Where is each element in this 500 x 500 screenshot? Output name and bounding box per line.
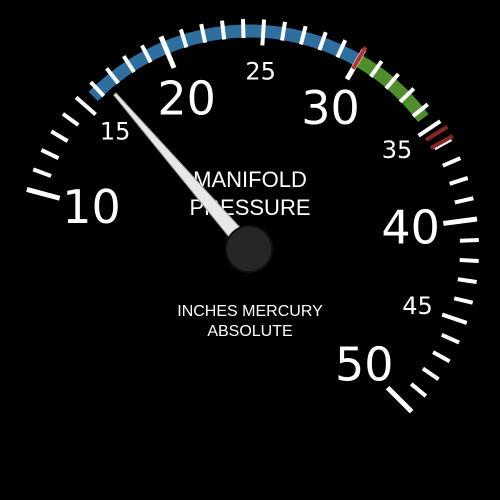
gauge-title-line1: MANIFOLD [193,167,307,192]
tick-42 [459,258,479,264]
scale-label-25: 25 [245,57,276,85]
tick-33 [398,87,416,104]
units-line2: ABSOLUTE [207,323,292,340]
tick-21 [178,28,189,49]
tick-14 [61,112,80,127]
tick-34 [411,102,429,118]
tick-24 [240,19,246,39]
tick-16 [89,80,106,98]
tick-46 [440,332,460,345]
tick-50 [385,385,414,414]
tick-25 [260,19,267,46]
scale-label-15: 15 [100,118,131,146]
tick-17 [105,67,120,85]
tick-15 [74,95,97,116]
tick-45 [441,312,468,325]
scale-label-10: 10 [62,180,121,234]
scale-label-40: 40 [381,201,440,255]
tick-48 [421,366,440,381]
tick-22 [199,23,208,44]
tick-37 [442,156,462,168]
tick-27 [299,25,308,45]
tick-43 [457,277,477,284]
tick-12 [40,148,60,160]
tick-41 [459,237,479,243]
redline-mark-2 [425,125,449,142]
units-line1: INCHES MERCURY [177,303,323,320]
tick-35 [417,119,442,138]
tick-38 [449,176,469,186]
tick-49 [409,382,428,398]
redline-mark-3 [429,134,454,150]
tick-10 [26,187,61,201]
scale-label-30: 30 [301,81,360,135]
scale-labels: 10 15 20 25 30 35 40 45 50 [62,57,440,391]
tick-23 [219,20,227,40]
scale-label-20: 20 [157,71,216,125]
tick-19 [140,44,153,64]
tick-20 [158,35,177,69]
scale-label-45: 45 [402,292,433,320]
tick-29 [335,39,348,59]
tick-28 [317,31,328,51]
tick-31 [369,60,384,78]
tick-13 [50,129,69,143]
scale-label-50: 50 [335,337,394,391]
tick-47 [432,350,451,364]
tick-32 [384,72,400,90]
redline-marks [351,46,454,150]
scale-label-35: 35 [382,136,413,164]
tick-44 [453,296,474,305]
needle-hub [225,225,273,273]
tick-18 [122,55,136,74]
tick-40 [442,216,478,226]
tick-39 [454,196,474,205]
redline-mark-1 [351,46,368,70]
tick-11 [32,167,52,178]
tick-26 [280,21,287,41]
